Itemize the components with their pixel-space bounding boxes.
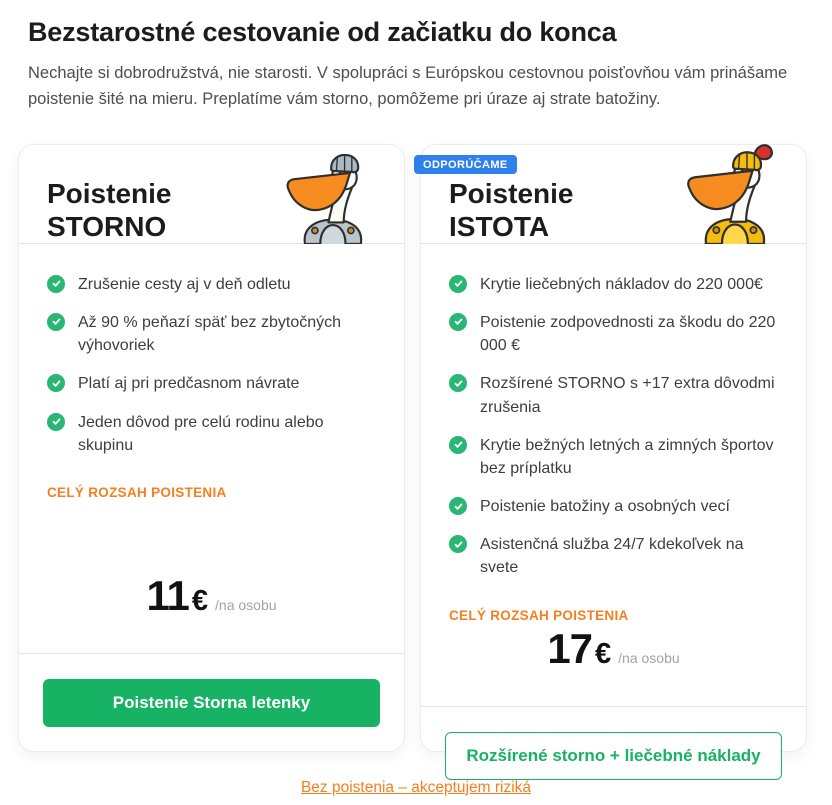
card-istota-body: Krytie liečebných nákladov do 220 000€ P… <box>421 244 806 625</box>
feature-label: Až 90 % peňazí späť bez zbytočných výhov… <box>78 313 342 355</box>
feature-label: Rozšírené STORNO s +17 extra dôvodmi zru… <box>480 375 775 416</box>
recommended-badge: ODPORÚČAME <box>414 154 517 174</box>
full-scope-link[interactable]: CELÝ ROZSAH POISTENIA <box>47 484 227 500</box>
section-header: Bezstarostné cestovanie od začiatku do k… <box>0 0 832 113</box>
istota-cta-button[interactable]: Rozšírené storno + liečebné náklady <box>445 731 782 780</box>
feature-label: Krytie liečebných nákladov do 220 000€ <box>480 275 763 293</box>
card-istota-footer: Rozšírené storno + liečebné náklady <box>421 705 806 804</box>
skip-insurance-row: Bez poistenia – akceptujem riziká <box>0 779 832 797</box>
pricing-cards: Poistenie STORNO <box>0 142 832 780</box>
feature-label: Poistenie batožiny a osobných vecí <box>480 498 730 516</box>
price-currency: € <box>595 637 612 670</box>
storno-cta-button[interactable]: Poistenie Storna letenky <box>43 678 380 727</box>
feature-item: Až 90 % peňazí späť bez zbytočných výhov… <box>47 311 376 357</box>
feature-item: Krytie liečebných nákladov do 220 000€ <box>449 273 778 296</box>
feature-item: Jeden dôvod pre celú rodinu alebo skupin… <box>47 411 376 457</box>
check-icon <box>47 312 65 331</box>
feature-label: Krytie bežných letných a zimných športov… <box>480 436 774 477</box>
feature-item: Platí aj pri predčasnom návrate <box>47 372 376 395</box>
feature-item: Poistenie zodpovednosti za škodu do 220 … <box>449 311 778 357</box>
price-currency: € <box>191 584 209 617</box>
feature-label: Poistenie zodpovednosti za škodu do 220 … <box>480 313 776 355</box>
price-row: 11 € /na osobu <box>19 572 404 653</box>
price-per-person: /na osobu <box>215 596 277 613</box>
card-storno-header: Poistenie STORNO <box>19 145 404 245</box>
page-title: Bezstarostné cestovanie od začiatku do k… <box>28 17 617 47</box>
price-value: 11 <box>146 571 189 619</box>
card-storno-title: Poistenie STORNO <box>47 177 172 242</box>
feature-label: Zrušenie cesty aj v deň odletu <box>78 275 291 293</box>
card-storno-body: Zrušenie cesty aj v deň odletu Až 90 % p… <box>19 244 404 572</box>
pelican-knight-silver-icon <box>280 153 384 245</box>
check-icon <box>449 312 467 331</box>
check-icon <box>449 535 467 554</box>
pelican-knight-gold-icon <box>682 142 786 247</box>
full-scope-link[interactable]: CELÝ ROZSAH POISTENIA <box>449 607 629 623</box>
card-storno-footer: Poistenie Storna letenky <box>19 652 404 751</box>
check-icon <box>449 374 467 393</box>
skip-insurance-link[interactable]: Bez poistenia – akceptujem riziká <box>300 778 532 796</box>
check-icon <box>47 412 65 431</box>
price-value: 17 <box>547 624 593 672</box>
check-icon <box>449 435 467 454</box>
feature-item: Krytie bežných letných a zimných športov… <box>449 434 778 480</box>
price-per-person: /na osobu <box>618 649 680 666</box>
feature-item: Rozšírené STORNO s +17 extra dôvodmi zru… <box>449 372 778 418</box>
check-icon <box>449 497 467 516</box>
card-istota-header: Poistenie ISTOTA <box>421 142 806 247</box>
feature-item: Asistenčná služba 24/7 kdekoľvek na svet… <box>449 533 778 579</box>
card-storno: Poistenie STORNO <box>18 143 405 752</box>
price-row: 17 € /na osobu <box>421 625 806 706</box>
feature-item: Poistenie batožiny a osobných vecí <box>449 495 778 518</box>
check-icon <box>47 374 65 393</box>
feature-label: Asistenčná služba 24/7 kdekoľvek na svet… <box>480 536 744 577</box>
page-subtitle: Nechajte si dobrodružstvá, nie starosti.… <box>28 64 788 109</box>
card-istota-title: Poistenie ISTOTA <box>449 177 574 242</box>
feature-item: Zrušenie cesty aj v deň odletu <box>47 273 376 296</box>
check-icon <box>449 274 467 293</box>
card-istota: ODPORÚČAME Poistenie ISTOTA <box>414 142 807 780</box>
check-icon <box>47 274 65 293</box>
feature-label: Jeden dôvod pre celú rodinu alebo skupin… <box>78 413 324 454</box>
feature-label: Platí aj pri predčasnom návrate <box>78 375 300 393</box>
